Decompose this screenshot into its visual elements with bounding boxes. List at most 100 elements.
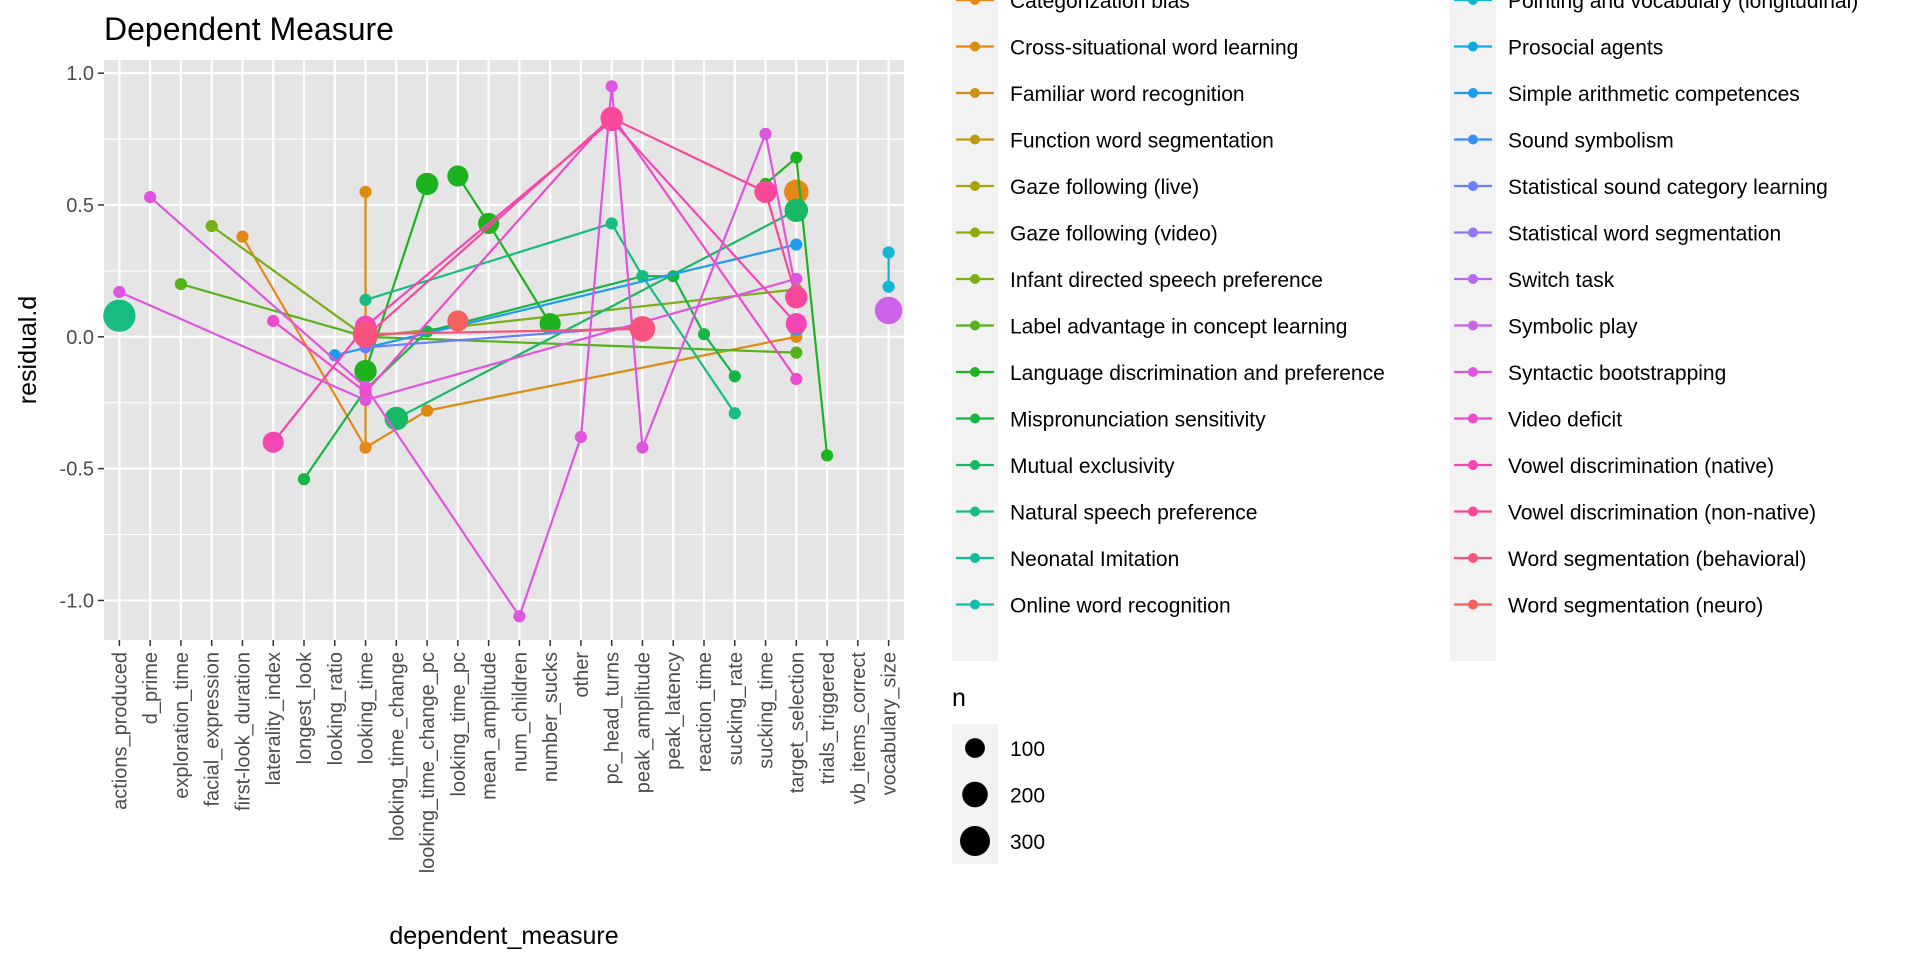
- legend-label: Vowel discrimination (native): [1508, 455, 1774, 478]
- x-tick-label: looking_time: [356, 652, 378, 764]
- legend-key-point: [970, 227, 980, 238]
- series: [103, 299, 136, 332]
- legend-key-point: [1468, 0, 1478, 5]
- size-legend-label: 300: [1010, 831, 1045, 854]
- color-legend: Categorization bias Cross-situational wor…: [952, 0, 1858, 661]
- legend-label: Prosocial agents: [1508, 37, 1663, 60]
- legend-item: Symbolic play: [1454, 316, 1638, 339]
- legend-item: Mispronunciation sensitivity: [956, 409, 1266, 432]
- legend-label: Statistical sound category learning: [1508, 176, 1828, 199]
- size-legend-label: 200: [1010, 785, 1045, 808]
- legend-label: Categorization bias: [1010, 0, 1190, 13]
- data-point: [605, 217, 618, 230]
- data-point: [297, 473, 311, 486]
- legend-key-point: [1468, 320, 1478, 331]
- data-point: [759, 127, 772, 140]
- x-tick-label: exploration_time: [171, 652, 193, 799]
- data-point: [415, 172, 439, 196]
- legend-item: Vowel discrimination (non-native): [1454, 502, 1816, 525]
- legend-label: Label advantage in concept learning: [1010, 316, 1347, 339]
- size-legend-label: 100: [1010, 738, 1045, 761]
- series: [267, 109, 803, 399]
- size-legend-item: 100: [965, 738, 1045, 761]
- data-point: [205, 219, 218, 233]
- series: [784, 179, 809, 205]
- data-point: [790, 238, 803, 251]
- legend-item: Function word segmentation: [956, 130, 1274, 153]
- legend-item: Word segmentation (behavioral): [1454, 548, 1806, 571]
- x-tick-label: peak_latency: [663, 652, 685, 770]
- legend-item: Cross-situational word learning: [956, 37, 1298, 60]
- data-point: [359, 441, 372, 454]
- size-legend-title: n: [952, 684, 966, 712]
- x-tick-label: looking_time_pc: [448, 652, 470, 797]
- legend-item: Gaze following (video): [956, 223, 1218, 246]
- x-axis: actions_produced d_prime exploration_time f…: [109, 640, 901, 873]
- x-tick-label: looking_time_change: [386, 652, 408, 841]
- legend-item: Familiar word recognition: [956, 83, 1245, 106]
- x-tick-label: reaction_time: [694, 652, 716, 772]
- legend-key-point: [970, 553, 980, 563]
- data-point: [790, 372, 803, 386]
- legend-key-point: [1468, 134, 1478, 145]
- legend-key-point: [970, 506, 980, 517]
- series: [359, 217, 741, 420]
- legend-label: Word segmentation (behavioral): [1508, 548, 1806, 571]
- legend-item: Word segmentation (neuro): [1454, 595, 1763, 618]
- legend-label: Word segmentation (neuro): [1508, 595, 1763, 618]
- legend-key-point: [970, 460, 980, 470]
- x-tick-label: vocabulary_size: [879, 652, 901, 795]
- x-tick-label: target_selection: [786, 652, 808, 793]
- series-line: [364, 116, 798, 338]
- data-point: [784, 198, 809, 223]
- legend-item: Switch task: [1454, 269, 1615, 292]
- series: [874, 296, 903, 325]
- data-point: [754, 180, 777, 204]
- legend-item: Gaze following (live): [956, 176, 1199, 199]
- data-point: [790, 346, 803, 359]
- data-point: [820, 449, 834, 462]
- legend-item: Simple arithmetic competences: [1454, 83, 1800, 106]
- data-point: [728, 370, 741, 383]
- legend-label: Online word recognition: [1010, 595, 1231, 618]
- x-tick-label: pc_head_turns: [602, 652, 624, 784]
- legend-item: Categorization bias: [956, 0, 1190, 13]
- data-point: [113, 285, 126, 299]
- series: [236, 230, 372, 454]
- legend-label: Simple arithmetic competences: [1508, 83, 1800, 106]
- x-tick-label: facial_expression: [202, 652, 224, 807]
- legend-item: Label advantage in concept learning: [956, 316, 1347, 339]
- legend-item: Sound symbolism: [1454, 130, 1674, 153]
- legend-key-point: [1468, 553, 1478, 563]
- x-tick-label: peak_amplitude: [632, 652, 654, 793]
- legend-key-point: [970, 413, 980, 424]
- legend-label: Video deficit: [1508, 409, 1622, 432]
- legend-key-point: [970, 134, 980, 145]
- x-tick-label: d_prime: [140, 652, 162, 724]
- data-point: [882, 246, 895, 259]
- data-point: [359, 293, 372, 307]
- legend-key-point: [1468, 460, 1478, 470]
- size-legend-key: [960, 826, 990, 856]
- data-point: [605, 80, 618, 93]
- series-line: [241, 236, 367, 449]
- data-point: [103, 299, 136, 332]
- series-line: [334, 243, 797, 357]
- data-point: [636, 270, 649, 283]
- x-tick-label: sucking_rate: [725, 652, 747, 765]
- x-tick-label: looking_ratio: [325, 652, 347, 765]
- x-tick-label: longest_look: [294, 651, 316, 764]
- legend-label: Gaze following (live): [1010, 176, 1199, 199]
- legend-item: Infant directed speech preference: [956, 269, 1323, 292]
- legend-label: Symbolic play: [1508, 316, 1638, 339]
- x-tick-label: number_sucks: [540, 652, 562, 782]
- y-axis: 1.0 0.5 0.0 -0.5 -1.0: [60, 63, 104, 612]
- data-point: [874, 296, 903, 325]
- y-tick-label: 0.0: [66, 327, 94, 349]
- series-line: [365, 222, 736, 414]
- series: [384, 198, 809, 431]
- x-tick-label: trials_triggered: [817, 652, 839, 784]
- series-line: [149, 86, 798, 619]
- legend-label: Sound symbolism: [1508, 130, 1674, 153]
